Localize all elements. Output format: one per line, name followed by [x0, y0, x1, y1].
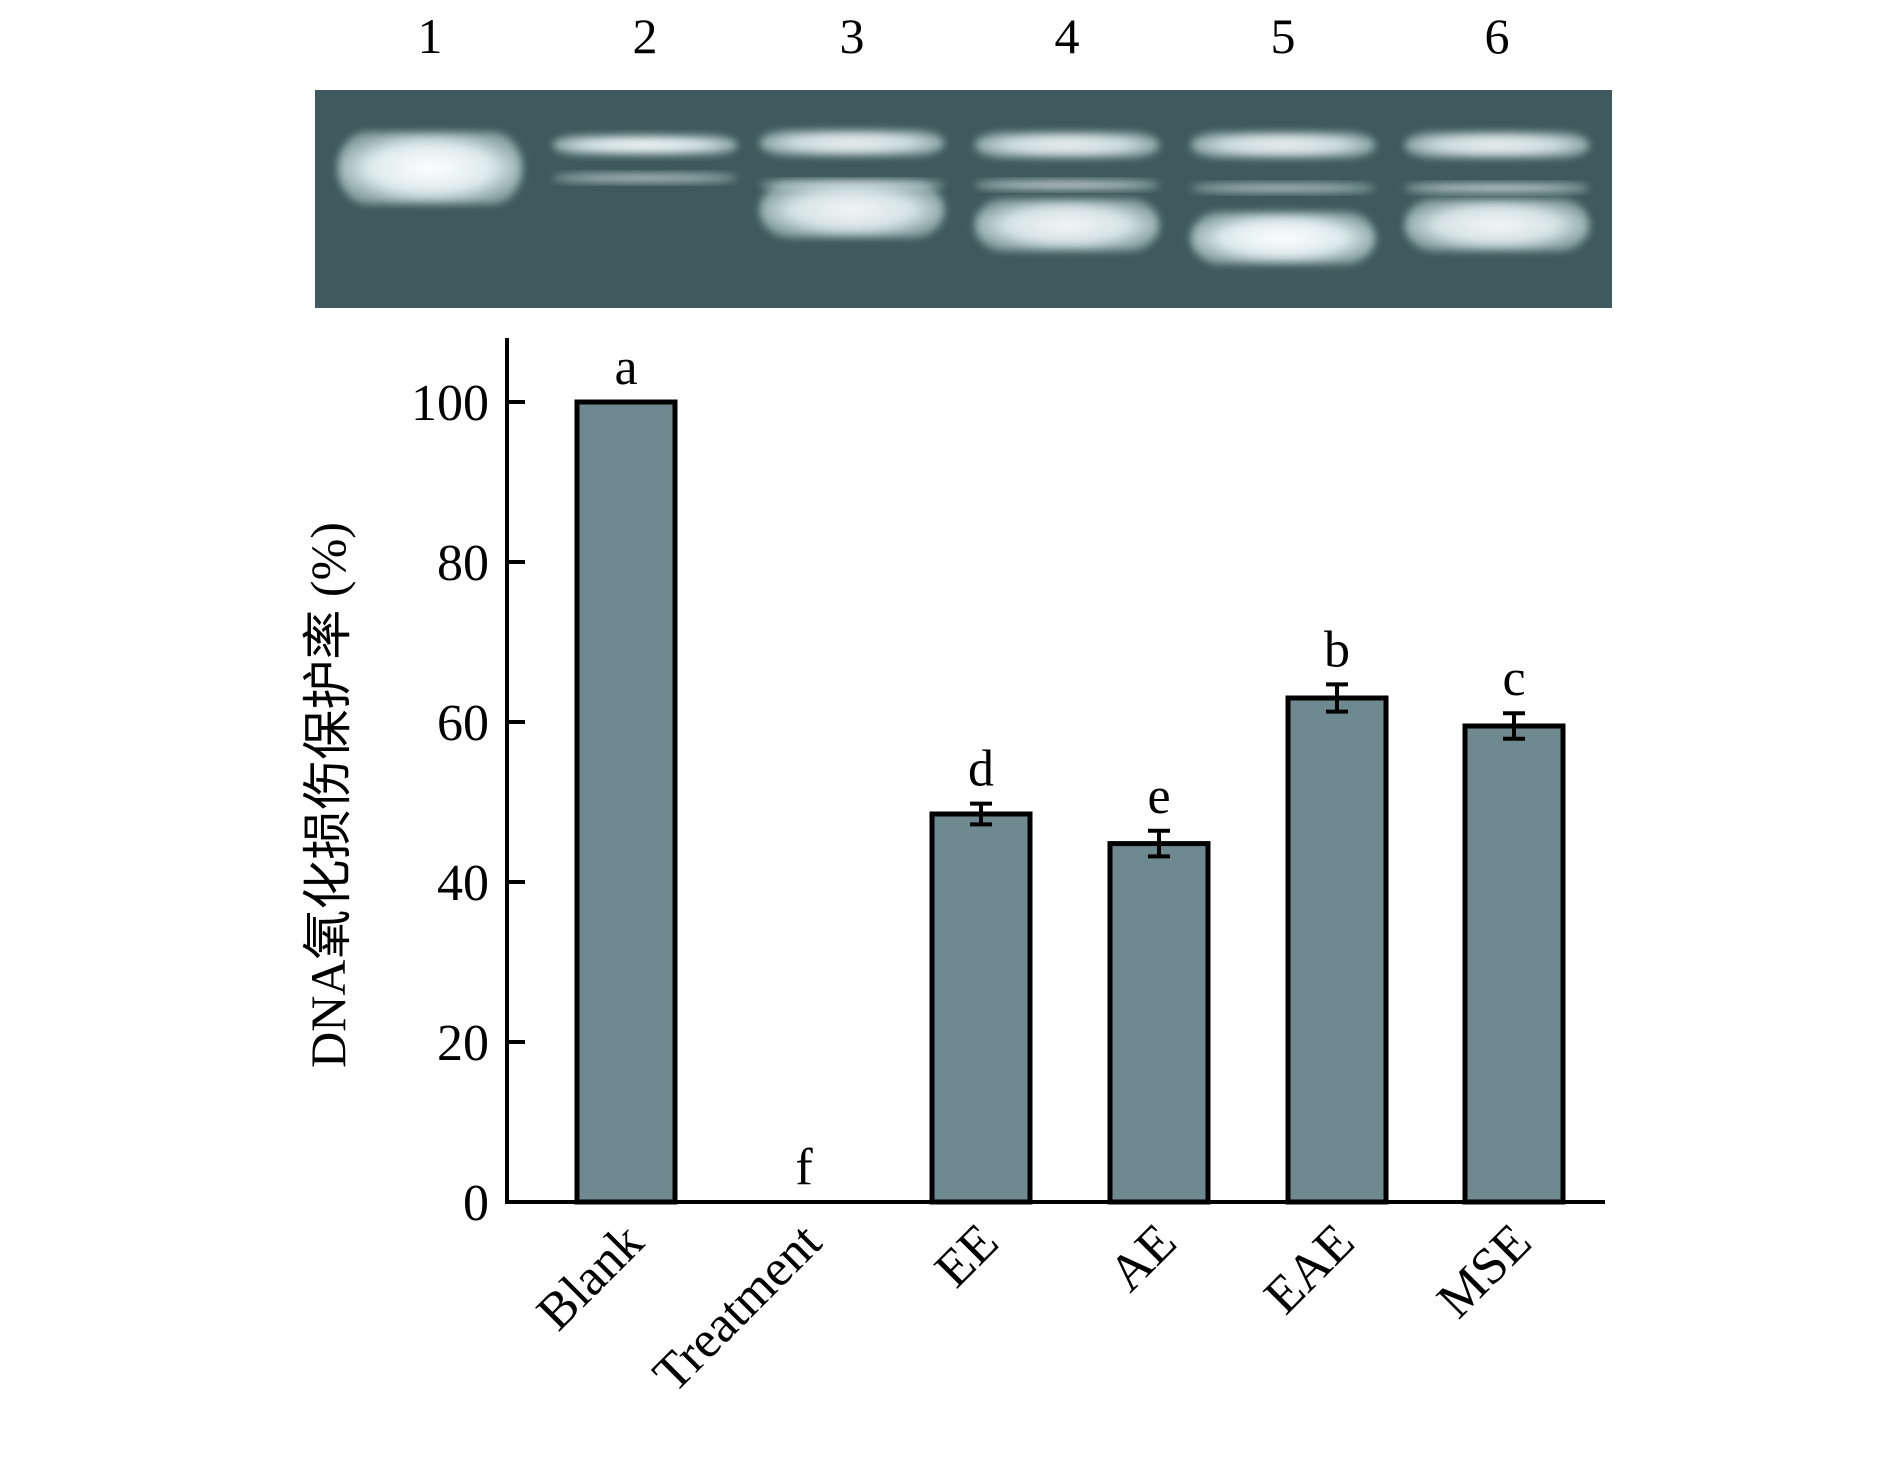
gel-band [1190, 212, 1376, 264]
gel-lane [552, 135, 738, 183]
gel-band [1404, 199, 1590, 251]
gel-lane [974, 132, 1160, 251]
gel-lanes [337, 130, 1590, 264]
error-bars [970, 682, 1525, 859]
bar [929, 811, 1033, 1205]
y-tick-label: 100 [411, 375, 489, 432]
gel-image: 1 2 3 4 5 6 [315, 8, 1612, 308]
x-tick-label: EAE [1254, 1213, 1366, 1325]
significance-label: f [795, 1139, 813, 1196]
gel-lane-label: 1 [418, 8, 443, 64]
significance-label: d [968, 741, 994, 798]
gel-band [1190, 132, 1376, 158]
gel-band [1404, 183, 1590, 193]
bar [1462, 723, 1566, 1205]
significance-labels: a f d e b c [614, 339, 1525, 1196]
x-tick-label: AE [1098, 1213, 1187, 1302]
y-axis-label: DNA氧化损伤保护率 (%) [300, 522, 356, 1068]
y-axis: 0 20 40 60 80 100 [411, 338, 525, 1232]
significance-label: a [614, 339, 637, 396]
gel-band [1190, 183, 1376, 193]
gel-lane [337, 132, 523, 204]
gel-band [759, 182, 945, 238]
bar [1107, 841, 1211, 1205]
gel-band [974, 180, 1160, 190]
gel-band [1404, 132, 1590, 158]
gel-band [337, 132, 523, 204]
gel-background [315, 90, 1612, 308]
gel-lane-label: 4 [1055, 8, 1080, 64]
y-tick-label: 0 [463, 1175, 489, 1232]
x-tick-label: EE [924, 1213, 1009, 1298]
gel-lane [1404, 132, 1590, 251]
gel-band [974, 132, 1160, 158]
y-tick-label: 80 [437, 535, 489, 592]
gel-band [759, 130, 945, 156]
gel-lane-label: 5 [1271, 8, 1296, 64]
x-tick-label: Treatment [642, 1213, 832, 1403]
significance-label: b [1324, 621, 1350, 678]
gel-lane-label: 6 [1485, 8, 1510, 64]
gel-lane-label: 3 [840, 8, 865, 64]
y-tick-label: 20 [437, 1015, 489, 1072]
y-tick-label: 60 [437, 695, 489, 752]
gel-band [552, 135, 738, 155]
gel-band [552, 173, 738, 183]
x-tick-label: Blank [526, 1213, 654, 1341]
bar [574, 399, 678, 1205]
x-tick-label: MSE [1427, 1213, 1543, 1329]
significance-label: c [1502, 650, 1525, 707]
gel-lane-labels: 1 2 3 4 5 6 [418, 8, 1510, 64]
gel-lane [759, 130, 945, 238]
gel-lane [1190, 132, 1376, 264]
bar-chart: DNA氧化损伤保护率 (%) 0 20 40 60 80 100 a f d e b c Blank… [300, 338, 1605, 1403]
significance-label: e [1147, 768, 1170, 825]
y-tick-label: 40 [437, 855, 489, 912]
bars [574, 399, 1566, 1205]
bar [1285, 695, 1389, 1205]
gel-band [974, 199, 1160, 251]
gel-lane-label: 2 [633, 8, 658, 64]
